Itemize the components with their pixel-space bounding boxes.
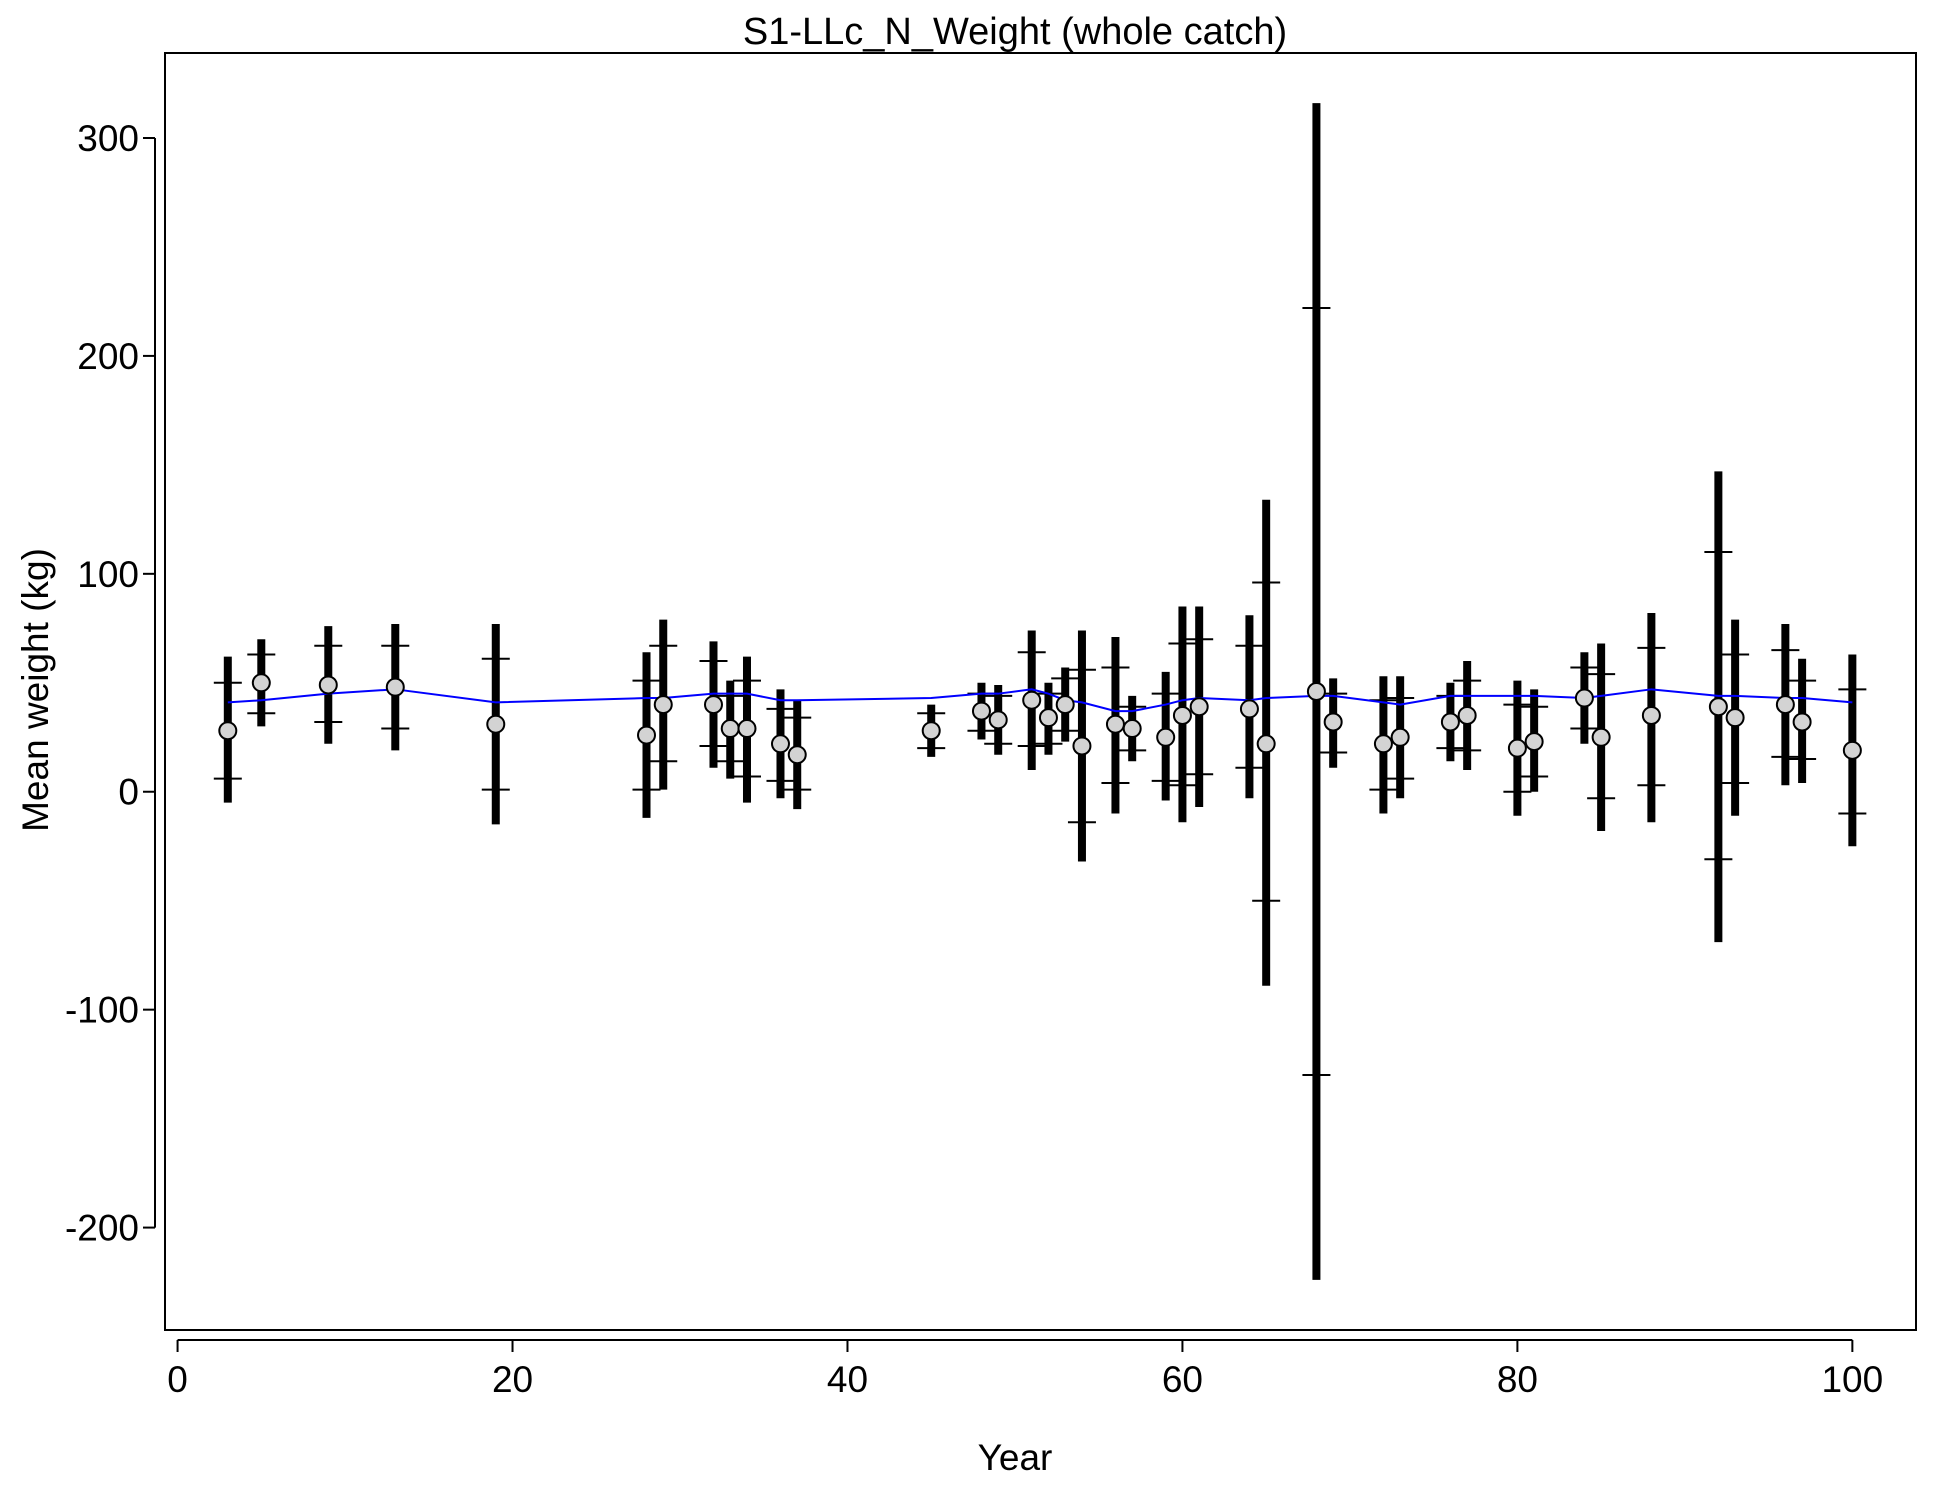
observed-point (1725, 708, 1745, 728)
y-tick-label: -200 (65, 1208, 139, 1249)
observed-point (251, 673, 271, 693)
chart-title: S1-LLc_N_Weight (whole catch) (743, 11, 1287, 53)
observed-point (1055, 695, 1075, 715)
observed-point (1022, 690, 1042, 710)
y-tick-label: 300 (77, 118, 139, 159)
observed-point (1440, 712, 1460, 732)
observed-point (787, 745, 807, 765)
observed-point (1156, 727, 1176, 747)
observed-point (1842, 740, 1862, 760)
observed-point (1792, 712, 1812, 732)
observed-point (1306, 682, 1326, 701)
observed-point (1507, 738, 1527, 758)
observed-point (1189, 697, 1209, 717)
observed-point (653, 695, 673, 715)
x-axis-label: Year (978, 1437, 1053, 1478)
y-tick-label: -100 (65, 990, 139, 1031)
observed-point (1524, 732, 1544, 752)
observed-point (988, 710, 1008, 730)
y-tick-label: 0 (118, 772, 139, 813)
observed-point (1072, 736, 1092, 756)
observed-point (218, 721, 238, 741)
observed-point (1591, 727, 1611, 747)
x-tick-label: 40 (827, 1359, 868, 1400)
x-tick-label: 80 (1497, 1359, 1538, 1400)
observed-point (1390, 727, 1410, 747)
observed-point (703, 695, 723, 715)
observed-point (1708, 697, 1728, 717)
x-tick-label: 100 (1821, 1359, 1883, 1400)
observed-point (921, 721, 941, 741)
observed-point (1172, 705, 1192, 725)
observed-point (1775, 695, 1795, 715)
y-tick-label: 100 (77, 554, 139, 595)
observed-point (1641, 705, 1661, 725)
plot-frame (164, 52, 1917, 1331)
observed-point (1256, 734, 1276, 754)
observed-point (737, 719, 757, 739)
observed-point (1122, 719, 1142, 739)
observed-point (385, 677, 405, 697)
observed-point (1239, 699, 1259, 719)
observed-point (1373, 734, 1393, 754)
x-tick-label: 60 (1162, 1359, 1203, 1400)
observed-point (1574, 688, 1594, 708)
observed-point (318, 675, 338, 695)
observed-point (971, 701, 991, 721)
observed-point (637, 725, 657, 745)
observed-point (720, 719, 740, 739)
observed-point (1457, 705, 1477, 725)
observed-point (1038, 708, 1058, 728)
observed-point (770, 734, 790, 754)
x-tick-label: 20 (492, 1359, 533, 1400)
x-tick-label: 0 (167, 1359, 188, 1400)
observed-point (1105, 714, 1125, 734)
observed-point (486, 714, 506, 734)
y-tick-label: 200 (77, 336, 139, 377)
observed-point (1323, 712, 1343, 732)
y-axis-label: Mean weight (kg) (15, 548, 56, 832)
